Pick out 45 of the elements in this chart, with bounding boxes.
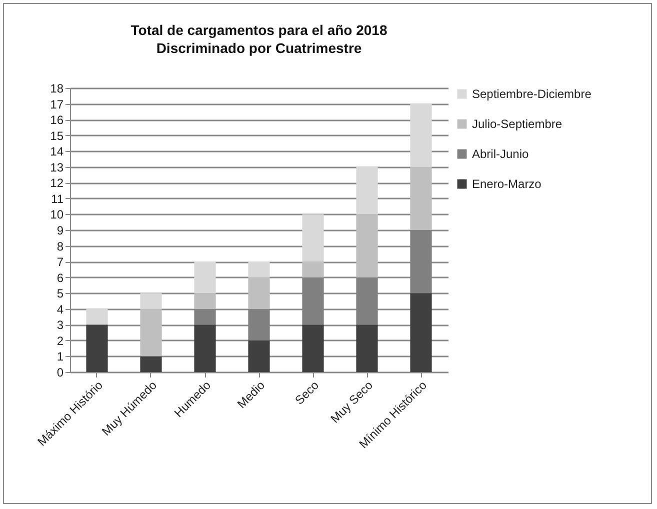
y-tick-label: 8 [56, 239, 64, 254]
y-tick-label: 4 [56, 302, 64, 316]
y-tick-label: 18 [50, 82, 64, 96]
y-tick-label: 12 [50, 176, 64, 190]
bar [248, 262, 270, 278]
y-tick-label: 13 [50, 160, 64, 174]
bar [86, 308, 108, 325]
y-tick-label: 3 [56, 318, 64, 332]
bar [302, 262, 324, 278]
bar [302, 214, 324, 262]
y-tick-label: 17 [50, 97, 64, 112]
y-tick-label: 10 [50, 208, 64, 222]
bar [140, 308, 162, 356]
y-tick-label: 6 [56, 270, 64, 285]
y-tick-label: 9 [56, 224, 64, 238]
bar [248, 340, 270, 372]
y-tick-label: 14 [50, 144, 64, 159]
bar [194, 262, 216, 294]
legend-label: Enero-Marzo [472, 177, 542, 191]
bar [356, 166, 378, 214]
bar [302, 324, 324, 372]
bar [140, 293, 162, 309]
y-tick-label: 15 [50, 128, 64, 143]
bar [410, 293, 432, 372]
bar [410, 166, 432, 230]
legend-label: Abril-Junio [472, 147, 530, 161]
bar [356, 324, 378, 372]
bar [248, 277, 270, 309]
y-tick-label: 1 [56, 350, 64, 364]
bar [86, 324, 108, 372]
bar [410, 104, 432, 167]
legend-label: Julio-Septiembre [472, 117, 562, 131]
y-tick-label: 5 [56, 286, 64, 301]
y-tick-label: 11 [51, 192, 64, 206]
chart-title: Total de cargamentos para el año 2018 [130, 22, 388, 38]
bar [194, 293, 216, 309]
legend-label: Septiembre-Diciembre [472, 87, 592, 101]
y-tick-label: 16 [50, 113, 64, 128]
chart-subtitle: Discriminado por Cuatrimestre [156, 40, 362, 56]
y-tick-label: 0 [56, 366, 64, 380]
bar [356, 214, 378, 278]
y-tick-label: 2 [56, 334, 64, 348]
y-tick-label: 7 [56, 255, 64, 270]
bar [140, 356, 162, 372]
bar [194, 324, 216, 372]
